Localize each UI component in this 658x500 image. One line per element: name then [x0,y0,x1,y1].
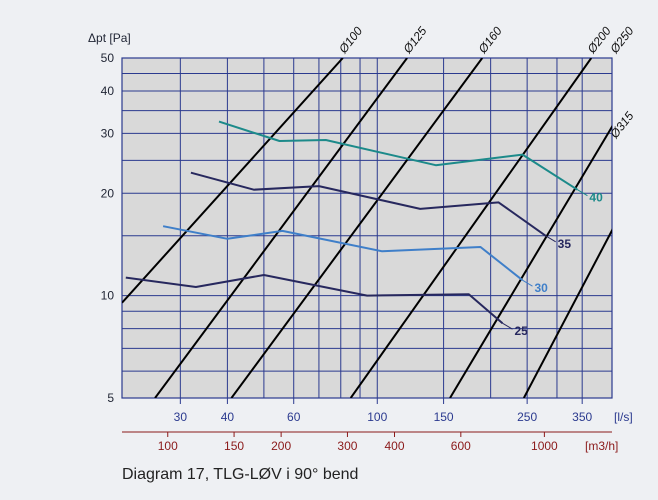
diameter-label: Ø160 [475,24,505,57]
curve-leader [502,322,513,330]
curve-line [125,274,504,324]
curve-label: 30 [534,281,548,295]
diameter-label: Ø200 [584,24,614,57]
y-tick-label: 40 [101,84,115,98]
x-tick-label-m3h: 600 [451,439,471,453]
curve-leader [545,235,556,243]
x-tick-label-m3h: 100 [158,439,178,453]
curve-label: 40 [589,191,603,205]
y-tick-label: 30 [101,126,115,140]
x-axis-title-ls: [l/s] [614,410,633,424]
curve-leader [577,189,588,197]
y-axis-title: Δpt [Pa] [88,31,131,45]
diameter-line [230,58,484,398]
x-tick-label-ls: 30 [174,410,188,424]
x-axis-title-m3h: [m3/h] [585,439,618,453]
x-tick-label-m3h: 1000 [531,439,558,453]
x-tick-label-ls: 40 [221,410,235,424]
curve-line [162,225,524,281]
x-tick-label-ls: 250 [517,410,537,424]
diameter-line [349,58,593,398]
diameter-line [449,124,612,398]
y-tick-label: 10 [101,289,115,303]
curve-label: 35 [558,237,572,251]
x-tick-label-ls: 350 [572,410,592,424]
y-tick-label: 5 [107,391,114,405]
curves: 25 30 35 40 [125,120,603,338]
x-tick-label-m3h: 400 [384,439,404,453]
y-tick-label: 50 [101,51,115,65]
diameter-line [122,58,344,304]
plot-frame [121,57,613,399]
curve-label: 25 [514,324,528,338]
diameter-lines [122,58,612,398]
curve-line [190,171,547,237]
diameter-label: Ø250 [607,24,637,57]
x-tick-label-ls: 100 [367,410,387,424]
diameter-line [154,58,408,398]
x-tick-label-m3h: 200 [271,439,291,453]
curve-line [218,120,578,191]
y-tick-label: 20 [101,186,115,200]
x-tick-label-ls: 150 [434,410,454,424]
x-tick-label-ls: 60 [287,410,301,424]
curve-leader [522,279,533,287]
diagram-caption: Diagram 17, TLG-LØV i 90° bend [122,466,359,483]
x-tick-label-m3h: 150 [224,439,244,453]
diameter-label: Ø125 [400,24,430,57]
diameter-line [522,228,612,398]
diameter-label: Ø100 [336,24,366,57]
x-tick-label-m3h: 300 [337,439,357,453]
plot-background [122,58,612,398]
